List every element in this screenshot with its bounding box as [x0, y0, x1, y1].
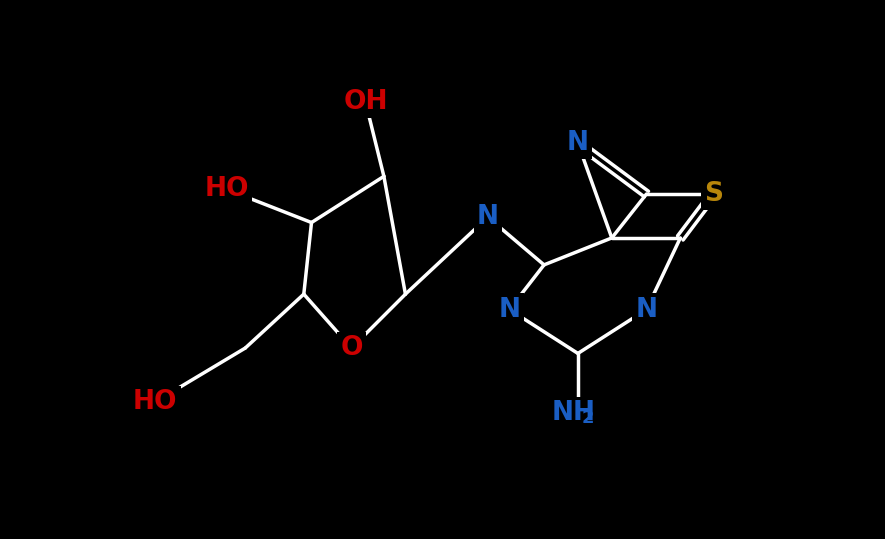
Text: N: N — [477, 204, 499, 230]
Text: OH: OH — [343, 88, 388, 115]
Text: N: N — [498, 296, 520, 322]
Text: N: N — [567, 130, 589, 156]
Text: O: O — [341, 335, 363, 361]
Text: S: S — [704, 181, 723, 207]
Text: 2: 2 — [581, 409, 594, 427]
Text: HO: HO — [204, 176, 249, 203]
Text: HO: HO — [133, 389, 177, 415]
Text: NH: NH — [551, 400, 596, 426]
Text: N: N — [635, 296, 658, 322]
